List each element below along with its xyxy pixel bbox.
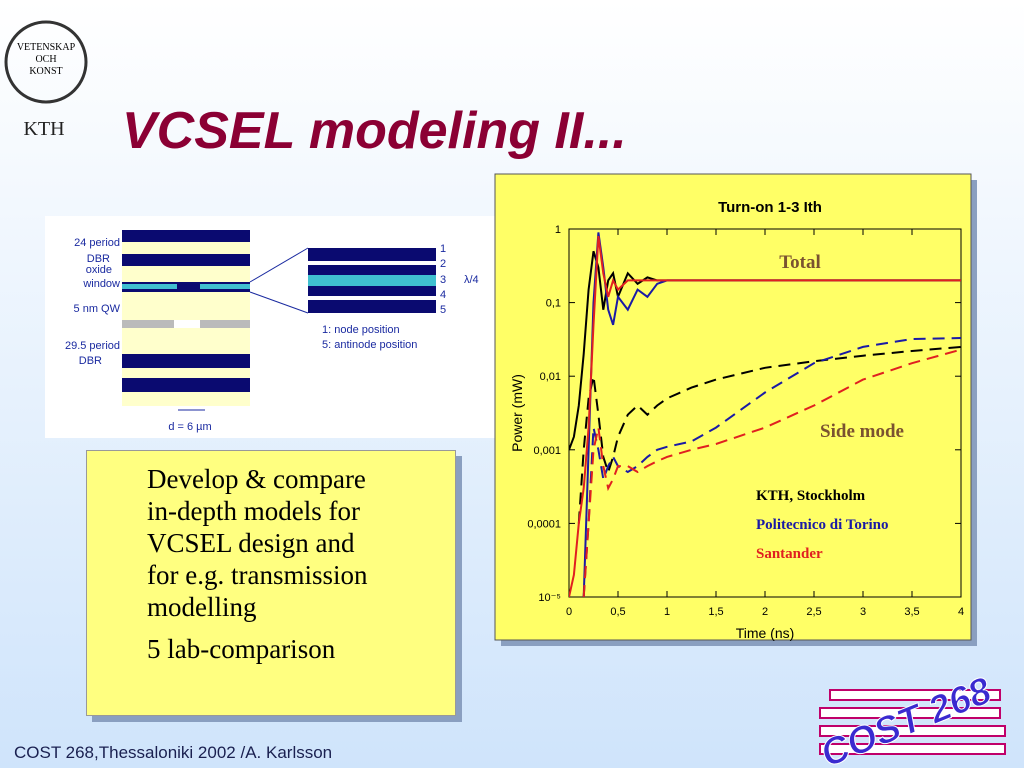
zoom-line — [249, 247, 309, 283]
diagram-label: 24 period — [74, 237, 120, 249]
annotation: Total — [779, 252, 821, 273]
layer — [122, 354, 250, 368]
x-tick-label: 1 — [664, 606, 670, 618]
title: VCSEL modeling II... — [122, 102, 627, 160]
diagram-label: DBR — [87, 253, 110, 265]
text-line: VCSEL design and — [147, 528, 355, 558]
x-tick-label: 3 — [860, 606, 866, 618]
logo-text: VETENSKAP — [17, 42, 76, 53]
zoom-layer — [308, 275, 436, 286]
layer — [122, 230, 250, 242]
badge-stripe — [819, 707, 1001, 719]
x-axis-label: Time (ns) — [736, 625, 795, 641]
zoom-line — [249, 291, 309, 314]
logo-ring — [4, 20, 88, 104]
text-line: modelling — [147, 592, 257, 622]
layer — [122, 392, 250, 406]
logo-text: OCH — [35, 54, 56, 65]
x-tick-label: 3,5 — [904, 606, 919, 618]
y-tick-label: 1 — [555, 224, 561, 236]
layer — [122, 292, 250, 320]
side-mode-line — [582, 337, 961, 597]
zoom-layer — [308, 296, 436, 300]
text-line: Develop & compare — [147, 464, 366, 494]
badge-stripe — [829, 689, 1001, 701]
x-tick-label: 2,5 — [806, 606, 821, 618]
diagram-width: d = 6 µm — [168, 421, 211, 433]
layer-number: 5 — [440, 304, 446, 316]
layer — [200, 284, 250, 289]
layer-number: 2 — [440, 258, 446, 270]
diagram-note: 1: node position — [322, 324, 400, 336]
chart-title: Turn-on 1-3 Ith — [718, 199, 822, 216]
badge-stripe — [819, 743, 1006, 755]
layer-number: 4 — [440, 289, 446, 301]
layer-diagram: 24 period DBR oxide window 5 nm QW 29.5 … — [45, 216, 495, 438]
layer — [122, 242, 250, 254]
side-mode-line — [577, 345, 961, 524]
quarter-wave: λ/4 — [464, 274, 479, 286]
badge-stripe — [819, 725, 1006, 737]
footer: COST 268,Thessaloniki 2002 /A. Karlsson — [14, 743, 332, 762]
y-tick-label: 0,01 — [540, 371, 561, 383]
layer — [122, 328, 250, 354]
x-tick-label: 4 — [958, 606, 964, 618]
total-line — [569, 235, 961, 597]
badge: COST 268 — [815, 669, 1006, 768]
layer — [122, 282, 250, 292]
x-tick-label: 2 — [762, 606, 768, 618]
layer — [122, 266, 250, 282]
diagram-label: 5 nm QW — [74, 303, 121, 315]
chart: Turn-on 1-3 Ith 10⁻⁵ 0,0001 0,001 0,01 0,1 1 0 0… — [509, 199, 964, 641]
legend-entry: Santander — [756, 546, 823, 562]
y-tick-label: 0,0001 — [527, 518, 561, 530]
x-tick-label: 0,5 — [610, 606, 625, 618]
diagram-label: oxide — [86, 264, 112, 276]
diagram-label: DBR — [79, 355, 102, 367]
y-tick-label: 0,1 — [546, 298, 561, 310]
logo: VETENSKAP OCH KONST KTH — [4, 20, 88, 140]
layer — [122, 378, 250, 392]
text-line: for e.g. transmission — [147, 560, 368, 590]
text-line: 5 lab-comparison — [147, 634, 336, 664]
diagram-label: window — [82, 278, 120, 290]
zoom-layer — [308, 261, 436, 265]
diagram-label: 29.5 period — [65, 340, 120, 352]
x-tick-label: 0 — [566, 606, 572, 618]
side-mode-line — [582, 348, 961, 597]
legend-entry: Politecnico di Torino — [756, 517, 889, 533]
layer — [174, 320, 200, 328]
y-tick-label: 10⁻⁵ — [538, 592, 561, 604]
y-axis-label: Power (mW) — [509, 374, 525, 452]
layer-number: 1 — [440, 243, 446, 255]
layer — [122, 254, 250, 266]
y-tick-label: 0,001 — [533, 445, 561, 457]
text-box: Develop & compare in-depth models for VC… — [86, 450, 456, 716]
x-tick-label: 1,5 — [708, 606, 723, 618]
logo-text: KONST — [29, 66, 62, 77]
layer-number: 3 — [440, 274, 446, 286]
text-line: in-depth models for — [147, 496, 360, 526]
annotation: Side mode — [820, 421, 904, 442]
logo-name: KTH — [23, 118, 64, 140]
layer — [122, 368, 250, 378]
diagram-note: 5: antinode position — [322, 339, 417, 351]
legend-entry: KTH, Stockholm — [756, 488, 866, 504]
layer — [122, 284, 177, 289]
chart-panel — [494, 173, 972, 641]
